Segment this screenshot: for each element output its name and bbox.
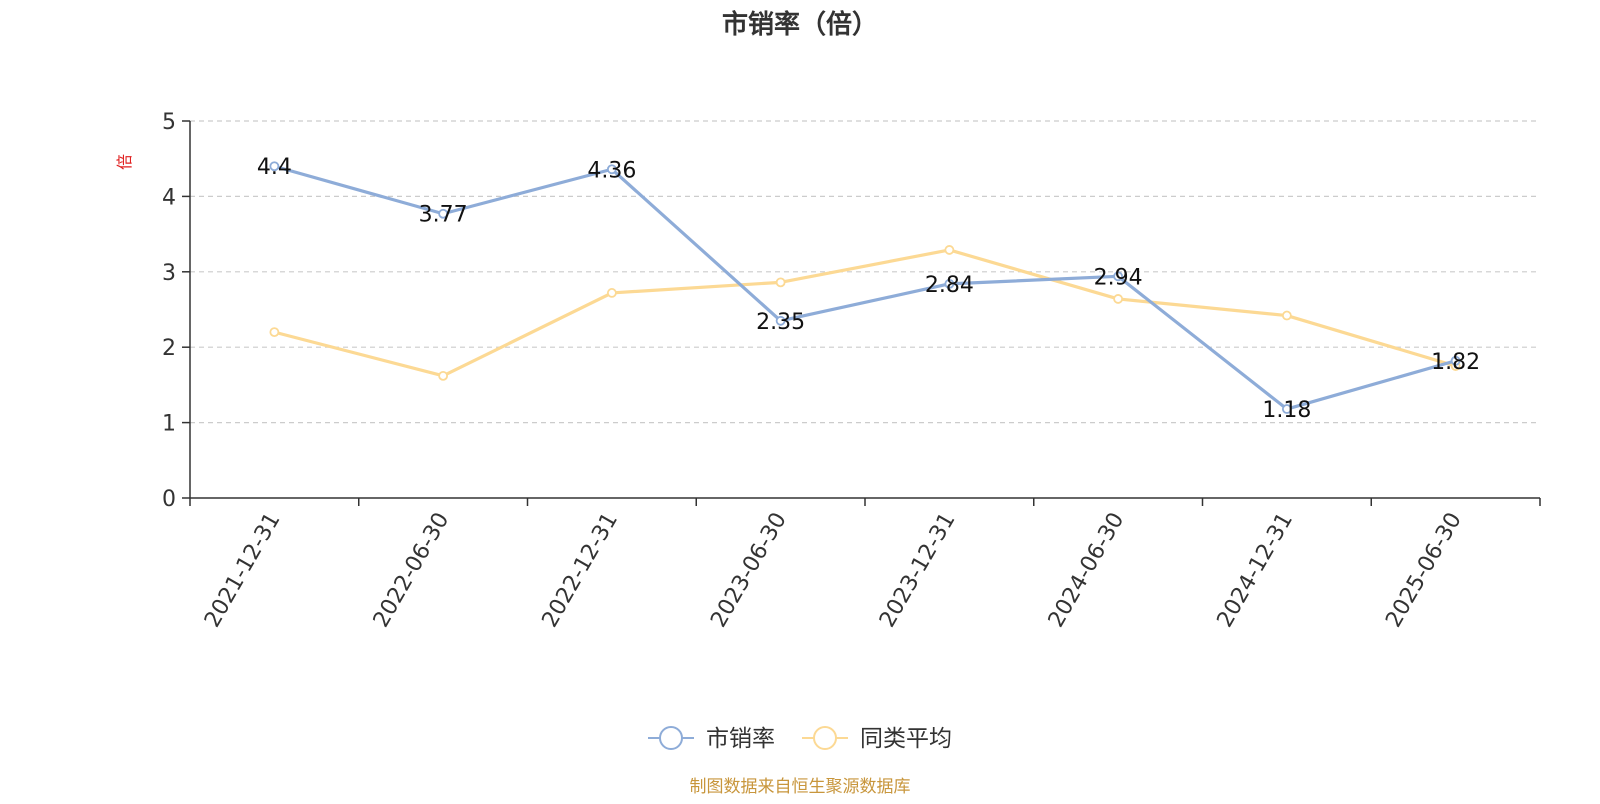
data-label: 4.36 bbox=[587, 158, 636, 183]
x-tick-label: 2021-12-31 bbox=[200, 509, 286, 632]
series-lines bbox=[269, 161, 1461, 414]
data-point[interactable] bbox=[269, 327, 280, 338]
data-point[interactable] bbox=[1281, 404, 1292, 414]
data-label: 2.94 bbox=[1094, 265, 1143, 290]
x-tick-label: 2024-06-30 bbox=[1044, 509, 1130, 632]
x-tick-label: 2025-06-30 bbox=[1381, 509, 1467, 632]
data-point[interactable] bbox=[944, 245, 955, 255]
data-label: 2.84 bbox=[925, 273, 974, 298]
data-point[interactable] bbox=[438, 370, 449, 381]
data-label: 1.18 bbox=[1262, 398, 1311, 423]
grid-lines bbox=[190, 120, 1540, 424]
y-tick-label: 1 bbox=[162, 412, 176, 437]
data-point[interactable] bbox=[1450, 355, 1461, 366]
x-tick-label: 2024-12-31 bbox=[1212, 509, 1298, 632]
y-tick-label: 0 bbox=[162, 487, 176, 512]
data-point[interactable] bbox=[1113, 271, 1124, 282]
data-point[interactable] bbox=[438, 208, 449, 219]
legend-item[interactable]: 市销率 bbox=[648, 726, 775, 752]
source-note: 制图数据来自恒生聚源数据库 bbox=[690, 777, 911, 797]
data-point[interactable] bbox=[775, 277, 786, 288]
data-point[interactable] bbox=[606, 164, 617, 175]
x-tick-label: 2023-12-31 bbox=[875, 509, 961, 632]
y-tick-label: 3 bbox=[162, 261, 176, 286]
x-tick-label: 2023-06-30 bbox=[706, 509, 792, 632]
legend: 市销率 同类平均 bbox=[648, 726, 952, 752]
data-point[interactable] bbox=[606, 288, 617, 298]
series-line bbox=[273, 248, 1457, 378]
data-point[interactable] bbox=[775, 315, 786, 326]
legend-marker bbox=[659, 726, 683, 750]
x-tick-label: 2022-06-30 bbox=[369, 509, 455, 632]
y-tick-label: 4 bbox=[162, 185, 176, 210]
y-tick-label: 5 bbox=[162, 110, 176, 135]
chart-title: 市销率（倍） bbox=[722, 9, 878, 40]
series-line bbox=[273, 164, 1457, 411]
data-point[interactable] bbox=[1113, 294, 1124, 304]
axes: 0 1 2 3 4 5 2021-12-31 2022-06-30 2022-12-31 2023… bbox=[162, 110, 1541, 632]
data-label: 1.82 bbox=[1431, 350, 1480, 375]
data-label: 4.4 bbox=[257, 155, 292, 180]
data-label: 3.77 bbox=[419, 203, 468, 228]
legend-marker bbox=[813, 726, 837, 750]
legend-item[interactable]: 同类平均 bbox=[802, 726, 952, 752]
data-labels: 4.4 3.77 4.36 2.35 2.84 2.94 1.18 1.82 bbox=[257, 155, 1480, 423]
legend-label: 同类平均 bbox=[860, 726, 952, 752]
data-point[interactable] bbox=[1281, 310, 1292, 321]
legend-label: 市销率 bbox=[706, 726, 775, 752]
x-tick-label: 2022-12-31 bbox=[537, 509, 623, 632]
data-point[interactable] bbox=[944, 278, 955, 289]
y-axis-label: 倍 bbox=[115, 154, 134, 170]
data-label: 2.35 bbox=[756, 310, 805, 335]
y-tick-label: 2 bbox=[162, 336, 176, 361]
data-point[interactable] bbox=[269, 161, 280, 172]
